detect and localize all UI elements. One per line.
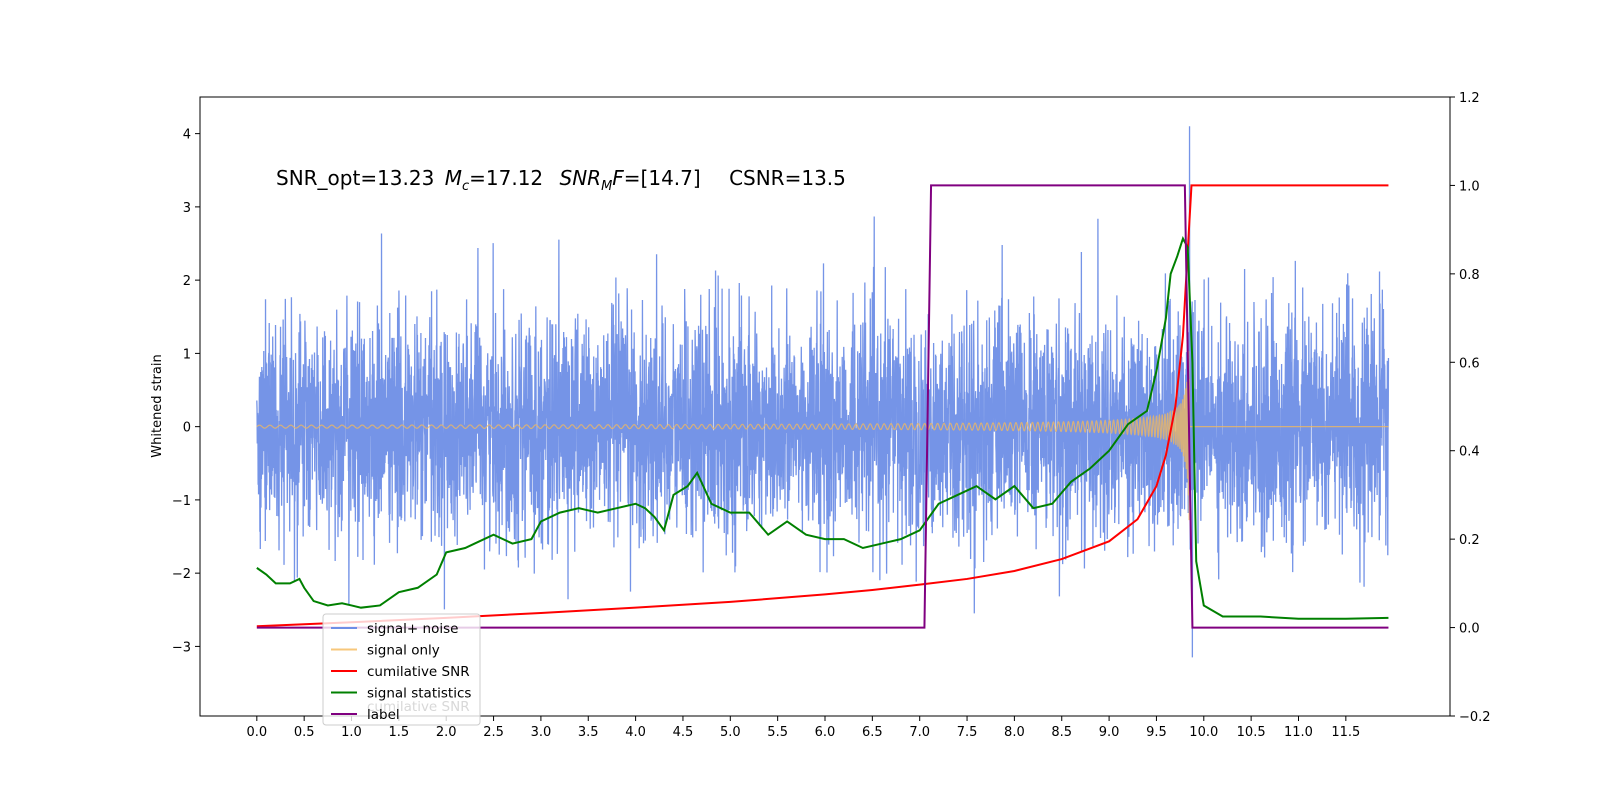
y-right-tick-label: 1.0: [1459, 179, 1480, 194]
y-left-tick-label: 2: [183, 274, 191, 289]
x-tick-label: 10.0: [1189, 725, 1218, 740]
y-left-tick-label: 4: [183, 128, 191, 143]
title-snr-mf-value: =[14.7]: [624, 166, 701, 190]
y-right-tick-label: 0.6: [1459, 356, 1480, 371]
legend: cumilative SNR signal+ noise signal only cu…: [322, 613, 481, 726]
title-snr-mf-f: F: [612, 166, 624, 190]
x-tick-label: 5.0: [720, 725, 741, 740]
x-tick-label: 7.5: [957, 725, 978, 740]
legend-label: cumilative SNR: [367, 664, 470, 680]
x-tick-label: 9.0: [1099, 725, 1120, 740]
x-tick-label: 8.0: [1004, 725, 1025, 740]
y-right-tick-label: 0.8: [1459, 268, 1480, 283]
y-right-tick-label: −0.2: [1459, 710, 1491, 725]
title-mc-symbol: M: [445, 166, 462, 190]
x-tick-label: 5.5: [767, 725, 788, 740]
x-axis-ticks: 0.0 0.5 1.0 1.5 2.0 2.5 3.0 3.5 4.0 4.5 5.0 5.5 6.0 6…: [246, 716, 1360, 740]
y-left-tick-label: 1: [183, 347, 191, 362]
y-axis-label: Whitened strain: [150, 354, 165, 457]
x-tick-label: 9.5: [1146, 725, 1167, 740]
x-tick-label: 0.0: [246, 725, 267, 740]
x-tick-label: 0.5: [294, 725, 315, 740]
y-left-tick-label: −3: [172, 640, 191, 655]
x-tick-label: 4.0: [625, 725, 646, 740]
x-tick-label: 1.5: [389, 725, 410, 740]
series-layer: [256, 126, 1390, 658]
x-tick-label: 8.5: [1051, 725, 1072, 740]
x-tick-label: 1.0: [341, 725, 362, 740]
y-axis-right-ticks: −0.2 0.0 0.2 0.4 0.6 0.8 1.0 1.2: [1450, 91, 1491, 725]
x-tick-label: 7.0: [909, 725, 930, 740]
title-csnr: CSNR=13.5: [729, 166, 846, 190]
legend-label: signal only: [367, 643, 440, 659]
y-right-tick-label: 0.0: [1459, 622, 1480, 637]
y-left-tick-label: −1: [172, 494, 191, 509]
title-snr-mf-sub: M: [601, 179, 612, 194]
series-cumulative-snr: [256, 184, 1389, 628]
y-right-tick-label: 0.4: [1459, 445, 1480, 460]
x-tick-label: 11.0: [1284, 725, 1313, 740]
series-signal-only: [256, 351, 1389, 521]
legend-ghost-text: cumilative SNR: [367, 699, 470, 715]
y-axis-left-ticks: −3 −2 −1 0 1 2 3 4: [172, 128, 200, 655]
title-snr-mf-symbol: SNR: [560, 166, 602, 190]
y-left-tick-label: 0: [183, 421, 191, 436]
x-tick-label: 10.5: [1237, 725, 1266, 740]
y-right-tick-label: 0.2: [1459, 533, 1480, 548]
series-signal-statistics: [256, 235, 1389, 620]
series-signal-plus-noise: [256, 126, 1390, 658]
x-tick-label: 3.0: [531, 725, 552, 740]
legend-box: [322, 613, 481, 726]
series-label: [256, 184, 1389, 629]
y-left-tick-label: 3: [183, 201, 191, 216]
x-tick-label: 4.5: [673, 725, 694, 740]
x-tick-label: 11.5: [1331, 725, 1360, 740]
x-tick-label: 2.0: [436, 725, 457, 740]
x-tick-label: 6.5: [862, 725, 883, 740]
legend-label: label: [367, 707, 400, 723]
chart-title: SNR_opt=13.23 Mc=17.12 SNRMF=[14.7] CSNR…: [276, 166, 846, 194]
title-snr-opt: SNR_opt=13.23: [276, 166, 434, 190]
title-mc-value: =17.12: [469, 166, 543, 190]
x-tick-label: 3.5: [578, 725, 599, 740]
x-tick-label: 6.0: [815, 725, 836, 740]
y-left-tick-label: −2: [172, 567, 191, 582]
legend-label: signal statistics: [367, 686, 471, 702]
legend-label: signal+ noise: [367, 621, 458, 637]
x-tick-label: 2.5: [483, 725, 504, 740]
y-right-tick-label: 1.2: [1459, 91, 1480, 106]
title-mc-sub: c: [462, 179, 469, 194]
